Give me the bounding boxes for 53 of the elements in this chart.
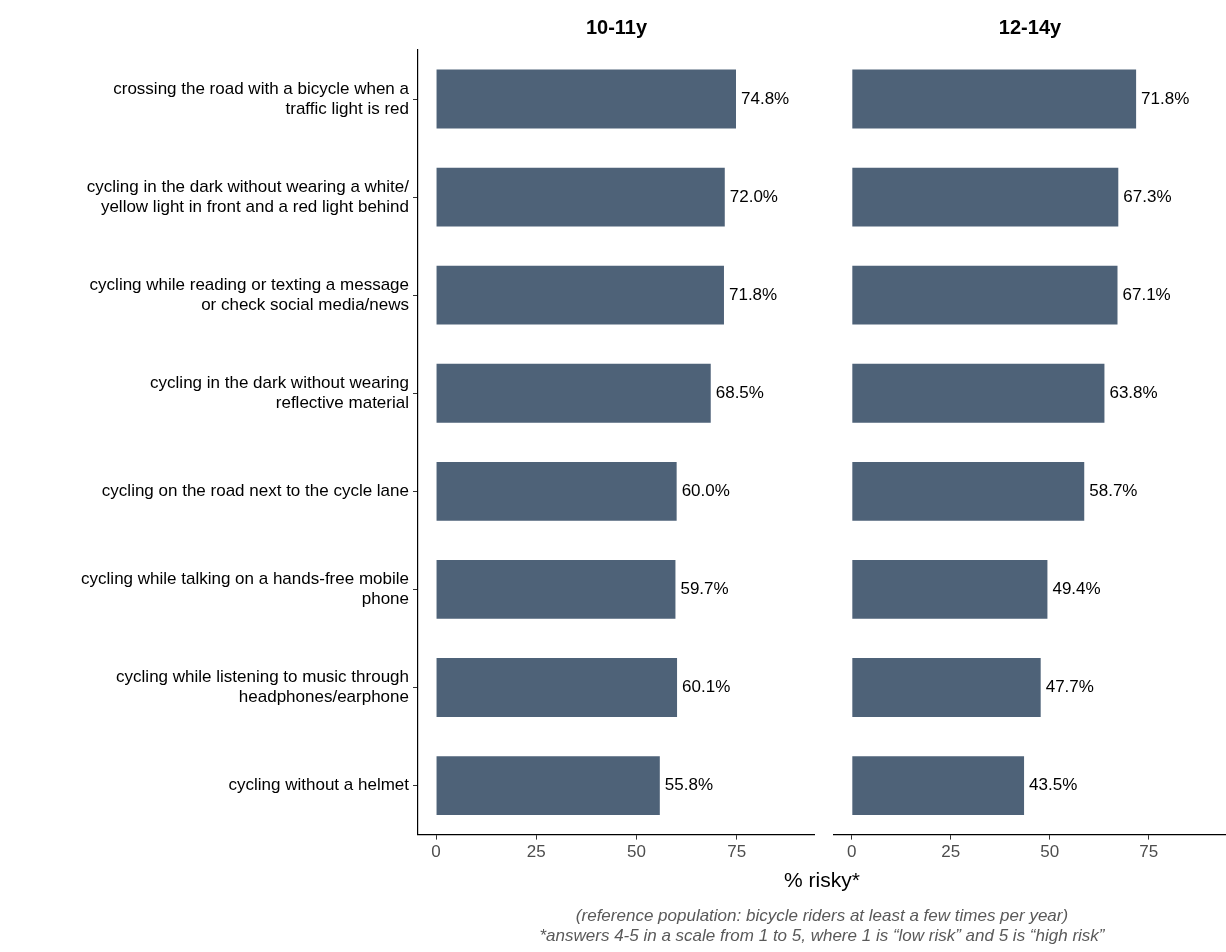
bar [852,559,1048,619]
data-label: 58.7% [1089,481,1138,501]
x-tick-label: 50 [627,842,647,862]
text: (reference population: bicycle riders at least a few times per year) [574,906,1070,926]
y-tick-label: cycling on the road next to the cycle lane [101,481,409,501]
y-tick-label: cycling while reading or texting a message or check social media/news [89,274,409,315]
bar [852,363,1105,423]
y-tick-label: cycling while talking on a hands-free mobile phone [81,568,409,609]
data-label: 59.7% [680,579,729,599]
bar [852,658,1041,717]
data-label: 74.8% [741,88,790,108]
bar [436,69,736,129]
y-tick-label: cycling without a helmet [228,775,410,795]
bar [852,756,1025,815]
data-label: 43.5% [1029,775,1078,795]
bar [436,559,676,619]
chart-title: 12-14y [998,15,1063,38]
chart-title: 10-11y [585,15,648,38]
data-label: 49.4% [1052,579,1101,599]
data-label: 47.7% [1045,677,1094,697]
data-label: 68.5% [715,382,764,402]
data-label: 55.8% [664,775,714,795]
bar [436,658,678,717]
x-tick-label: 25 [941,842,961,862]
data-label: 60.0% [681,481,730,501]
y-tick-label: cycling in the dark without wearing reflective material [150,372,409,413]
bar [852,461,1085,521]
x-tick-label: 25 [526,842,546,862]
data-label: 60.1% [682,677,731,697]
data-label: 67.1% [1122,284,1171,304]
data-label: 63.8% [1109,382,1158,402]
y-tick-label: crossing the road with a bicycle when a traffic light is red [113,78,410,118]
data-label: 72.0% [729,186,778,206]
text: *answers 4-5 in a scale from 1 to 5, where 1 is “low risk” and 5 is “high risk” [538,926,1106,946]
bar [852,69,1137,129]
data-label: 67.3% [1123,186,1172,206]
bar [436,167,725,227]
bar [436,265,724,325]
bar [852,265,1118,325]
x-tick-label: 75 [727,842,747,862]
x-tick-label: 0 [847,842,857,862]
x-tick-label: 0 [431,842,441,862]
x-axis-title: % risky* [783,868,861,892]
x-tick-label: 50 [1040,842,1060,862]
x-tick-label: 75 [1139,842,1159,862]
y-tick-label: cycling while listening to music through headphones/earphone [116,666,409,707]
data-label: 71.8% [728,284,778,304]
bar [852,167,1119,227]
bar [436,461,677,521]
bar [436,363,711,423]
y-tick-label: cycling in the dark without wearing a white/ yellow light in front and a red light behind [86,176,410,216]
bar [436,756,660,815]
data-label: 71.8% [1141,88,1190,108]
